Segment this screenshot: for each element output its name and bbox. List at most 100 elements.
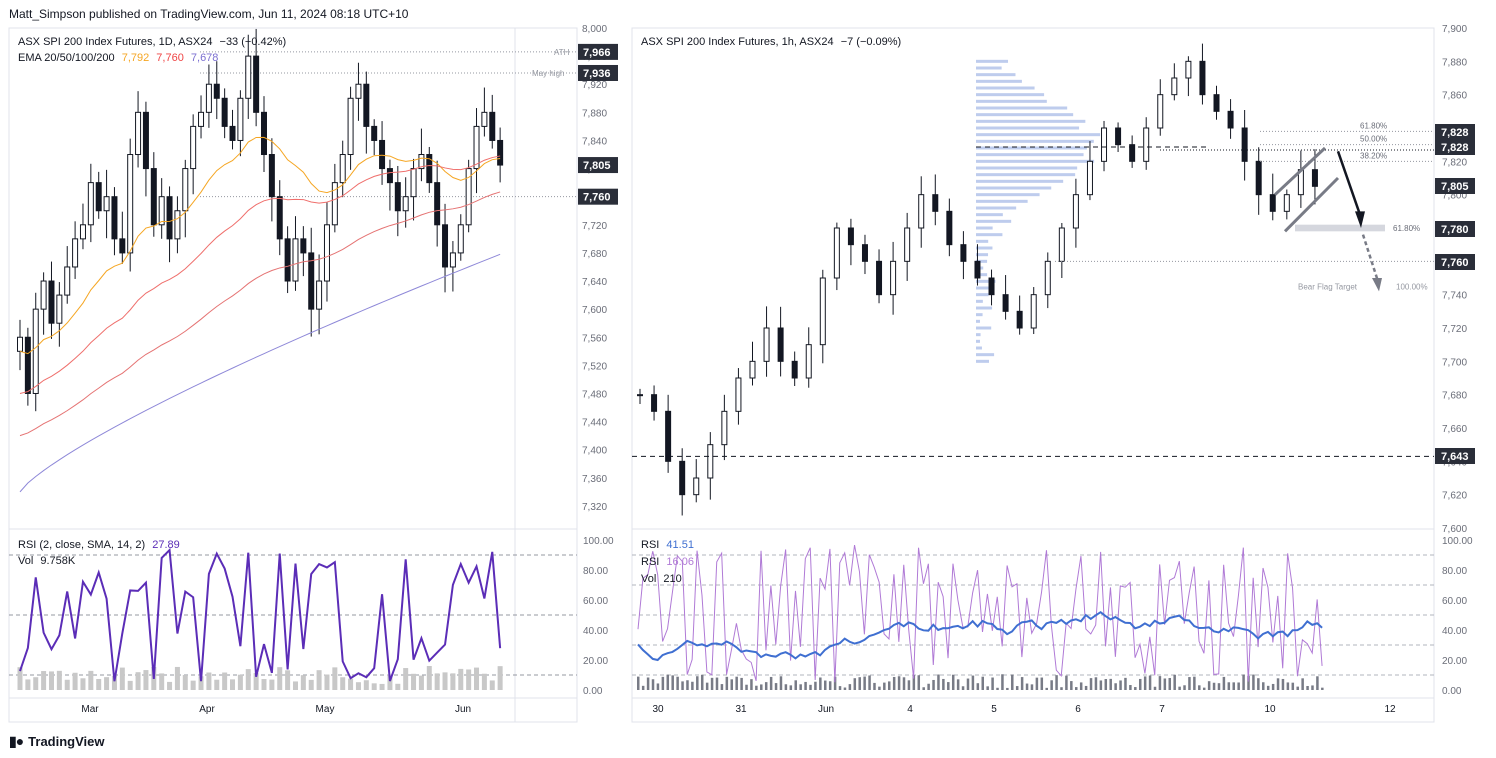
right-volume-bar xyxy=(1242,674,1245,690)
projection-arrowhead xyxy=(1355,211,1365,228)
candle-body xyxy=(805,344,812,379)
left-rsi-tick: 100.00 xyxy=(583,536,614,547)
right-y-tick: 7,880 xyxy=(1442,57,1467,68)
left-y-tick: 7,640 xyxy=(582,277,607,288)
right-volume-bar xyxy=(1178,686,1181,690)
volume-profile-bar xyxy=(976,359,989,363)
right-volume-bar xyxy=(932,679,935,690)
volume-profile-bar xyxy=(976,353,995,357)
candle-body xyxy=(847,227,854,246)
volume-profile-bar xyxy=(976,326,992,330)
tradingview-logo[interactable]: ▮● TradingView xyxy=(9,733,105,750)
candle-body xyxy=(17,336,23,352)
left-volume-bar xyxy=(48,671,54,690)
candle-body xyxy=(331,182,338,226)
candle-body xyxy=(1269,194,1276,212)
left-y-tick: 8,000 xyxy=(582,24,607,35)
right-y-tick: 7,820 xyxy=(1442,157,1467,168)
left-volume-bar xyxy=(277,667,283,690)
candle-body xyxy=(1016,310,1023,329)
right-rsi-tick: 80.00 xyxy=(1442,566,1467,577)
right-volume-bar xyxy=(1163,678,1167,690)
candle-body xyxy=(735,377,742,412)
left-frame xyxy=(8,27,578,723)
volume-profile-bar xyxy=(976,333,981,337)
right-volume-bar xyxy=(961,686,965,690)
candle-body xyxy=(1283,194,1290,212)
volume-profile-bar xyxy=(976,113,1074,117)
volume-profile-bar xyxy=(976,179,1064,183)
candle-body xyxy=(371,125,378,141)
candle-body xyxy=(111,196,118,240)
right-volume-bar xyxy=(1134,687,1137,690)
right-volume-bar xyxy=(1281,678,1285,690)
left-volume-bar xyxy=(418,675,424,690)
volume-profile-bar xyxy=(976,313,983,317)
left-volume-bar xyxy=(340,677,346,690)
right-volume-bar xyxy=(824,680,827,690)
candle-body xyxy=(48,280,55,324)
left-volume-bar xyxy=(88,670,94,690)
candle-body xyxy=(213,83,220,99)
footer-brand: TradingView xyxy=(28,734,105,749)
left-volume-bar xyxy=(379,683,385,690)
candle-body xyxy=(465,168,472,226)
right-volume-bar xyxy=(804,681,807,690)
right-price-tag-label: 7,760 xyxy=(1441,257,1469,269)
candle-body xyxy=(1101,127,1108,162)
right-volume-bar xyxy=(705,682,709,690)
right-volume-bar xyxy=(991,677,994,690)
left-price-tag-label: 7,805 xyxy=(583,160,611,172)
right-volume-bar xyxy=(755,685,758,690)
candle-body xyxy=(95,182,102,212)
right-price-tag xyxy=(1435,254,1475,270)
right-volume-bar xyxy=(656,683,660,690)
right-volume-bar xyxy=(1158,676,1162,690)
left-volume-bar xyxy=(426,666,432,690)
volume-profile-bar xyxy=(976,339,980,343)
candle-body xyxy=(418,154,425,170)
right-volume-bar xyxy=(686,680,689,690)
candle-body xyxy=(1227,110,1234,129)
left-volume-bar xyxy=(41,671,47,690)
right-volume-bar xyxy=(892,676,896,690)
candle-body xyxy=(24,336,31,394)
right-rsi-tick: 60.00 xyxy=(1442,596,1467,607)
left-volume-bar xyxy=(324,674,330,690)
right-volume-bar xyxy=(1286,682,1290,690)
right-volume-bar xyxy=(1119,680,1122,690)
volume-profile-bar xyxy=(976,253,989,257)
right-volume-bar xyxy=(1025,683,1029,690)
candle-body xyxy=(426,154,433,184)
ema-label: EMA 20/50/100/200 xyxy=(18,52,115,64)
right-y-tick: 7,720 xyxy=(1442,324,1467,335)
right-rsi1-value: 41.51 xyxy=(666,539,694,551)
left-volume-bar xyxy=(403,668,409,690)
target-arrow xyxy=(1361,234,1380,282)
volume-profile-bar xyxy=(976,219,1012,223)
right-volume-bar xyxy=(745,684,748,690)
left-volume-bar xyxy=(308,679,314,690)
bear-flag-label: Bear Flag Target xyxy=(1298,282,1358,291)
right-volume-bar xyxy=(691,681,694,690)
right-rsi-tick: 0.00 xyxy=(1442,686,1462,697)
right-volume-bar xyxy=(878,686,881,690)
left-vol-label: Vol xyxy=(18,555,34,567)
right-volume-bar xyxy=(681,681,684,690)
right-volume-bar xyxy=(1065,675,1068,690)
candle-body xyxy=(434,182,441,226)
left-volume-bar xyxy=(355,682,361,690)
candle-body xyxy=(693,477,700,496)
left-y-tick: 7,320 xyxy=(582,502,607,513)
left-volume-bar xyxy=(190,680,196,690)
right-volume-bar xyxy=(779,676,783,690)
right-x-tick: 30 xyxy=(652,704,664,715)
left-y-tick: 7,360 xyxy=(582,474,607,485)
right-x-tick: Jun xyxy=(818,704,834,715)
right-rsi2-row: RSI 16.06 xyxy=(641,556,698,568)
left-volume-bar xyxy=(300,675,306,690)
right-volume-bar xyxy=(774,683,778,690)
right-volume-bar xyxy=(833,676,837,690)
right-price-tag-label: 7,780 xyxy=(1441,224,1469,236)
